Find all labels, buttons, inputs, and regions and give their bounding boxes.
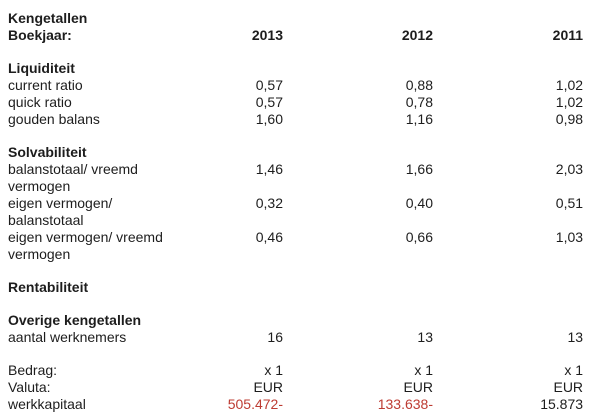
table-row-balanstotaal-vreemd-vermogen: balanstotaal/ vreemd vermogen 1,46 1,66 …	[8, 161, 583, 195]
value-2013-negative: 505.472-	[227, 396, 283, 412]
section-title: Solvabiliteit	[8, 144, 87, 160]
section-title: Rentabiliteit	[8, 279, 89, 295]
value-2012: EUR	[403, 379, 433, 395]
value-2011: EUR	[553, 379, 584, 395]
value-2011: 2,03	[555, 161, 584, 177]
row-label: aantal werknemers	[8, 329, 127, 345]
section-title: Liquiditeit	[8, 60, 75, 76]
year-header-2012: 2012	[401, 27, 433, 43]
report-title: Kengetallen	[8, 10, 88, 26]
value-2012: 0,40	[405, 195, 433, 211]
value-2011: 1,03	[555, 229, 584, 245]
boekjaar-row: Boekjaar: 2013 2012 2011	[8, 27, 583, 44]
row-label: eigen vermogen/ balanstotaal	[8, 195, 113, 228]
boekjaar-label: Boekjaar:	[8, 27, 72, 43]
row-label: gouden balans	[8, 111, 100, 127]
year-header-2011: 2011	[552, 27, 584, 43]
value-2011: x 1	[564, 362, 584, 378]
spacer-row	[8, 263, 583, 279]
row-label: werkkapitaal	[8, 396, 86, 412]
table-row-current-ratio: current ratio 0,57 0,88 1,02	[8, 77, 583, 94]
value-2013: 0,57	[255, 77, 283, 93]
value-2012: 13	[417, 329, 433, 345]
value-2013: 0,46	[255, 229, 283, 245]
value-2011: 0,51	[555, 195, 584, 211]
value-2011: 1,02	[555, 77, 584, 93]
row-label: eigen vermogen/ vreemd vermogen	[8, 229, 163, 262]
value-2012: 1,66	[405, 161, 433, 177]
key-figures-table: Kengetallen Boekjaar: 2013 2012 2011 Liq…	[8, 10, 583, 413]
value-2012-negative: 133.638-	[377, 396, 433, 412]
value-2013: 1,46	[255, 161, 283, 177]
table-row-quick-ratio: quick ratio 0,57 0,78 1,02	[8, 94, 583, 111]
value-2011: 1,02	[555, 94, 584, 110]
spacer-row	[8, 44, 583, 60]
value-2012: 0,78	[405, 94, 433, 110]
section-title: Overige kengetallen	[8, 312, 142, 328]
table-row-gouden-balans: gouden balans 1,60 1,16 0,98	[8, 111, 583, 128]
section-title-liquiditeit: Liquiditeit	[8, 60, 583, 77]
value-2013: x 1	[264, 362, 283, 378]
value-2013: EUR	[253, 379, 283, 395]
row-label: current ratio	[8, 77, 83, 93]
value-2011: 15.873	[540, 396, 584, 412]
value-2012: x 1	[414, 362, 433, 378]
section-title-rentabiliteit: Rentabiliteit	[8, 279, 583, 296]
year-header-2013: 2013	[251, 27, 283, 43]
table-row-bedrag: Bedrag: x 1 x 1 x 1	[8, 362, 583, 379]
table-row-valuta: Valuta: EUR EUR EUR	[8, 379, 583, 396]
row-label: Valuta:	[8, 379, 51, 395]
section-title-overige-kengetallen: Overige kengetallen	[8, 312, 583, 329]
row-label: balanstotaal/ vreemd vermogen	[8, 161, 138, 194]
report-title-row: Kengetallen	[8, 10, 583, 27]
table-row-aantal-werknemers: aantal werknemers 16 13 13	[8, 329, 583, 346]
section-title-solvabiliteit: Solvabiliteit	[8, 144, 583, 161]
value-2013: 1,60	[255, 111, 283, 127]
row-label: quick ratio	[8, 94, 72, 110]
value-2012: 1,16	[405, 111, 433, 127]
table-row-eigen-vermogen-balanstotaal: eigen vermogen/ balanstotaal 0,32 0,40 0…	[8, 195, 583, 229]
value-2012: 0,88	[405, 77, 433, 93]
spacer-row	[8, 346, 583, 362]
value-2013: 0,32	[255, 195, 283, 211]
table-row-eigen-vermogen-vreemd-vermogen: eigen vermogen/ vreemd vermogen 0,46 0,6…	[8, 229, 583, 263]
value-2012: 0,66	[405, 229, 433, 245]
row-label: Bedrag:	[8, 362, 58, 378]
spacer-row	[8, 296, 583, 312]
spacer-row	[8, 128, 583, 144]
value-2013: 0,57	[255, 94, 283, 110]
table-row-werkkapitaal: werkkapitaal 505.472- 133.638- 15.873	[8, 396, 583, 413]
value-2011: 0,98	[555, 111, 584, 127]
value-2011: 13	[567, 329, 584, 345]
value-2013: 16	[267, 329, 283, 345]
